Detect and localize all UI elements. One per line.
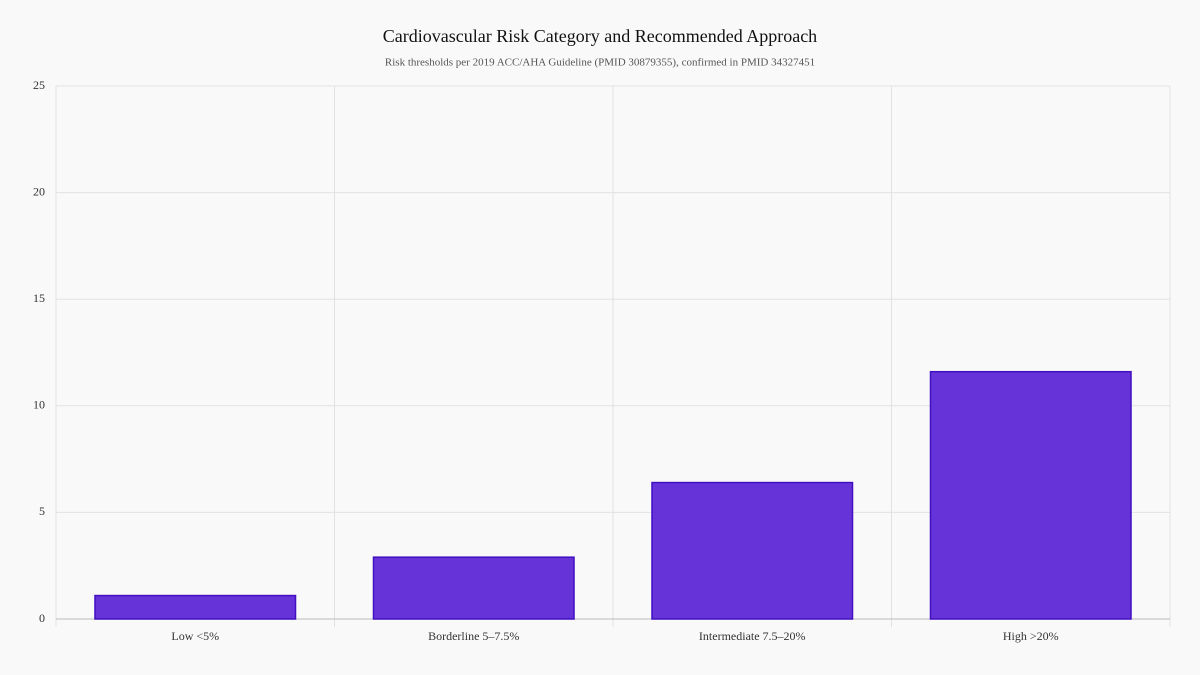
bar	[372, 556, 575, 620]
y-tick-label: 15	[33, 291, 45, 305]
x-tick-label: Intermediate 7.5–20%	[699, 629, 806, 643]
bar	[94, 594, 297, 620]
x-tick-label: High >20%	[1003, 629, 1059, 643]
bar	[651, 481, 854, 620]
y-tick-label: 20	[33, 184, 45, 198]
y-tick-label: 0	[39, 611, 45, 625]
x-tick-label: Borderline 5–7.5%	[428, 629, 519, 643]
bar	[929, 370, 1132, 620]
chart-subtitle: Risk thresholds per 2019 ACC/AHA Guideli…	[385, 57, 815, 69]
y-tick-label: 5	[39, 504, 45, 518]
x-tick-label: Low <5%	[171, 629, 219, 643]
y-tick-label: 10	[33, 398, 45, 412]
chart-title: Cardiovascular Risk Category and Recomme…	[383, 26, 817, 46]
y-tick-label: 25	[33, 78, 45, 92]
